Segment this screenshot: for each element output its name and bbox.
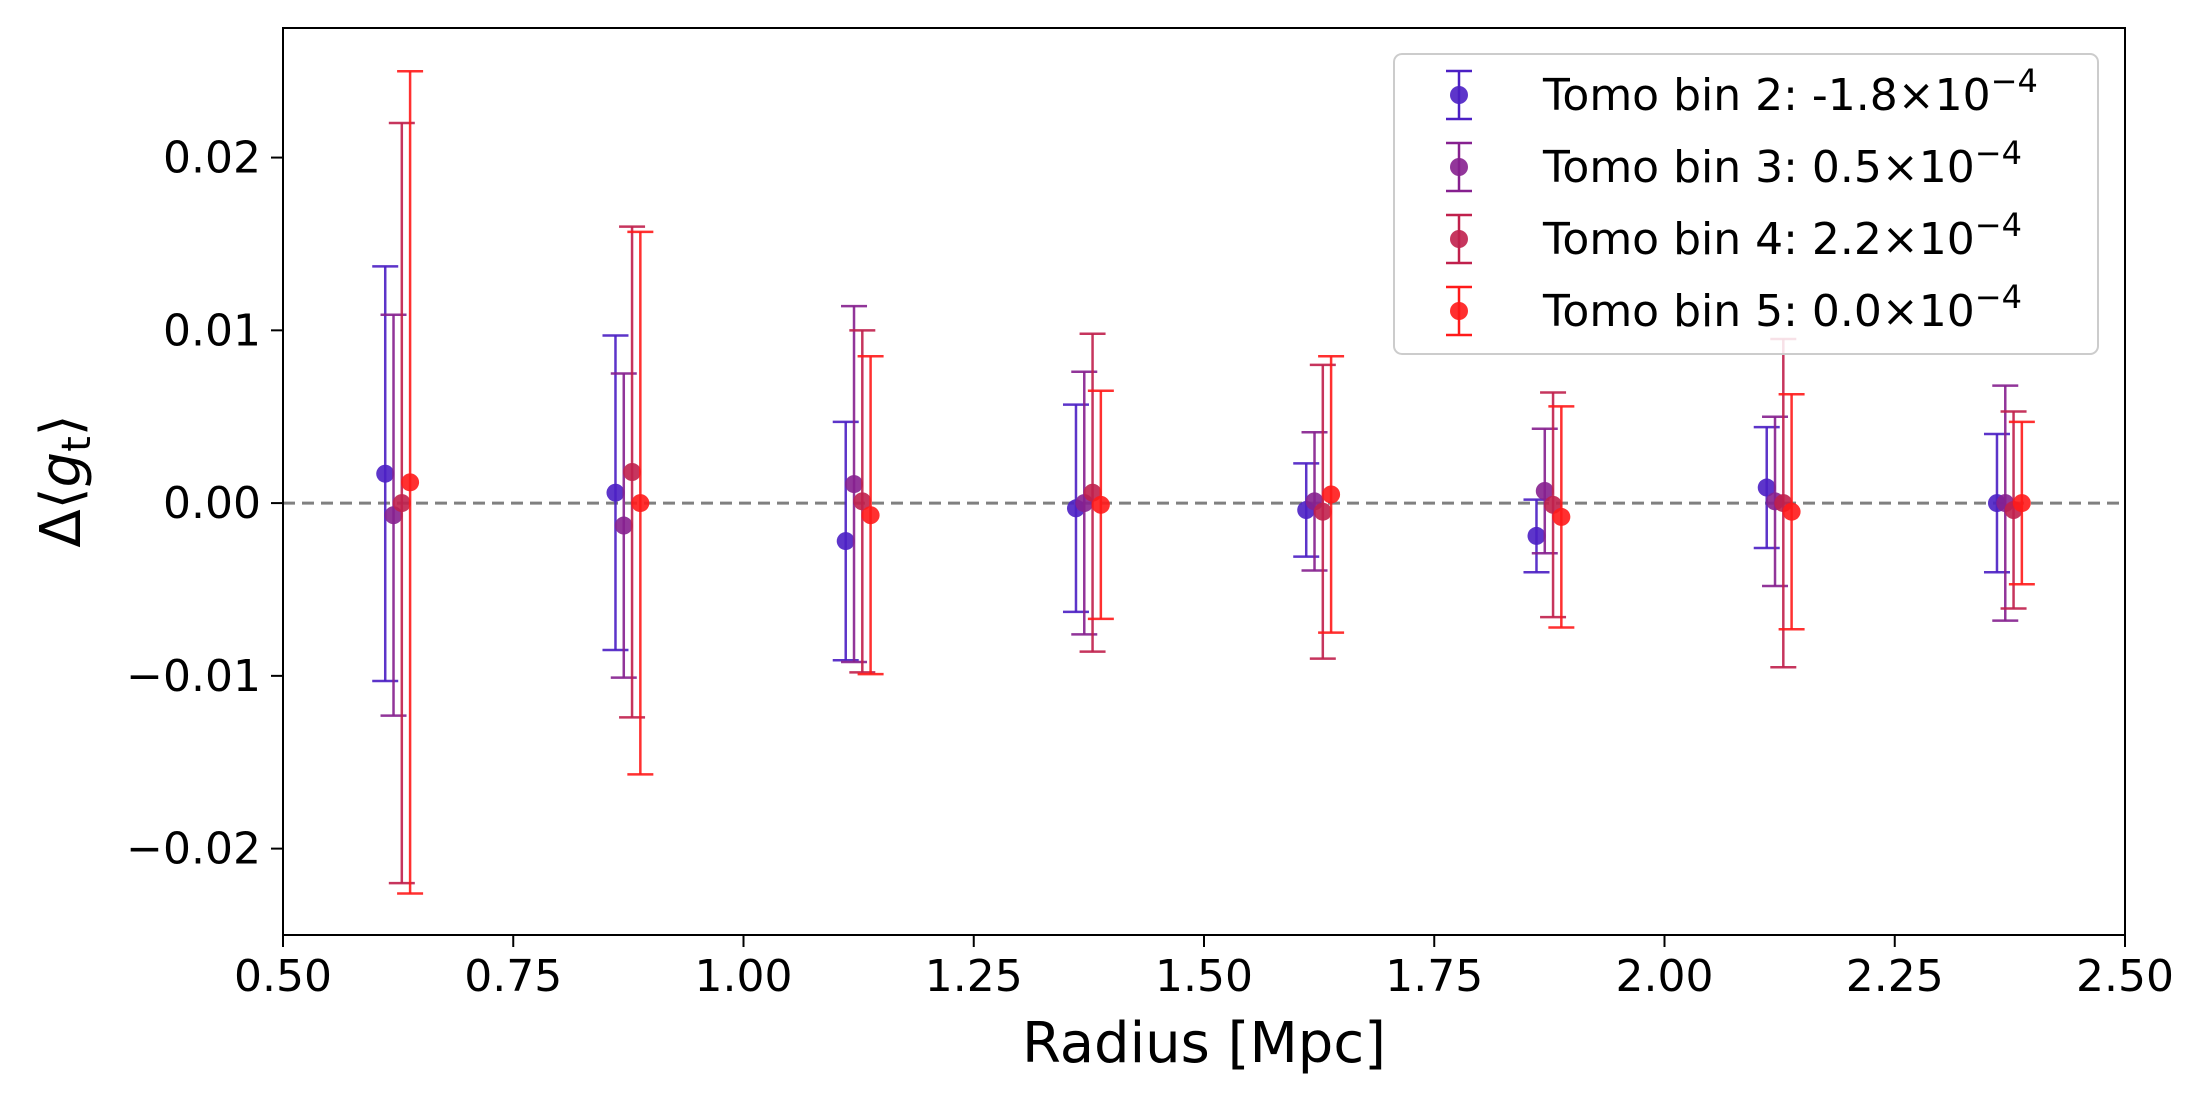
legend-item: Tomo bin 3: 0.5×10−4 — [1446, 134, 2022, 193]
legend-item: Tomo bin 4: 2.2×10−4 — [1446, 206, 2022, 265]
data-point — [1552, 507, 1571, 526]
legend-marker-dot — [1450, 158, 1468, 176]
data-point — [1527, 526, 1546, 545]
data-point — [376, 464, 395, 483]
legend: Tomo bin 2: -1.8×10−4 Tomo bin 3: 0.5×10−… — [1393, 53, 2099, 355]
y-tick-label: 0.02 — [163, 133, 261, 184]
legend-label: Tomo bin 3: 0.5×10−4 — [1542, 134, 2022, 193]
x-tick-label: 1.25 — [925, 951, 1023, 1002]
x-tick-label: 0.75 — [464, 951, 562, 1002]
y-axis-label-var: g — [29, 452, 94, 488]
series-4 — [388, 121, 2027, 885]
x-tick-label: 2.50 — [2076, 951, 2174, 1002]
data-point — [631, 494, 650, 513]
y-axis-label-prefix: Δ⟨ — [29, 487, 94, 547]
series-5 — [397, 69, 2035, 895]
x-tick-label: 2.00 — [1616, 951, 1714, 1002]
x-tick-label: 0.50 — [234, 951, 332, 1002]
y-tick-label: 0.00 — [163, 478, 261, 529]
x-tick-label: 1.00 — [695, 951, 793, 1002]
data-point — [606, 483, 625, 502]
legend-box — [1393, 53, 2099, 355]
data-point — [1757, 478, 1776, 497]
y-tick-label: −0.02 — [126, 824, 261, 875]
data-point — [853, 492, 872, 511]
data-point — [1313, 502, 1332, 521]
legend-item: Tomo bin 5: 0.0×10−4 — [1446, 278, 2022, 337]
data-point — [614, 516, 633, 535]
legend-marker-dot — [1450, 86, 1468, 104]
y-axis-label-suffix: ⟩ — [29, 414, 94, 436]
x-axis-label: Radius [Mpc] — [1022, 1011, 1386, 1076]
data-point — [836, 532, 855, 551]
data-point — [861, 506, 880, 525]
legend-marker-dot — [1450, 302, 1468, 320]
legend-label: Tomo bin 5: 0.0×10−4 — [1542, 278, 2022, 337]
data-point — [1091, 495, 1110, 514]
data-point — [623, 462, 642, 481]
y-axis-label-sub: t — [54, 436, 100, 452]
data-point — [845, 475, 864, 494]
data-point — [2012, 494, 2031, 513]
legend-item: Tomo bin 2: -1.8×10−4 — [1446, 62, 2038, 121]
data-point — [1782, 502, 1801, 521]
y-axis-label: Δ⟨gt⟩ — [29, 414, 100, 547]
legend-marker-dot — [1450, 230, 1468, 248]
x-tick-label: 2.25 — [1846, 951, 1944, 1002]
data-point — [401, 473, 420, 492]
legend-label: Tomo bin 4: 2.2×10−4 — [1542, 206, 2022, 265]
x-tick-label: 1.75 — [1385, 951, 1483, 1002]
x-tick-label: 1.50 — [1155, 951, 1253, 1002]
y-tick-label: −0.01 — [126, 651, 261, 702]
data-point — [392, 494, 411, 513]
data-layer — [372, 69, 2035, 895]
data-point — [1322, 485, 1341, 504]
tick-layer: 0.50 0.75 1.00 1.25 1.50 1.75 2.00 2.25 2.50 −0.0… — [126, 133, 2174, 1002]
legend-label: Tomo bin 2: -1.8×10−4 — [1542, 62, 2038, 121]
y-tick-label: 0.01 — [163, 305, 261, 356]
data-point — [1535, 482, 1554, 501]
